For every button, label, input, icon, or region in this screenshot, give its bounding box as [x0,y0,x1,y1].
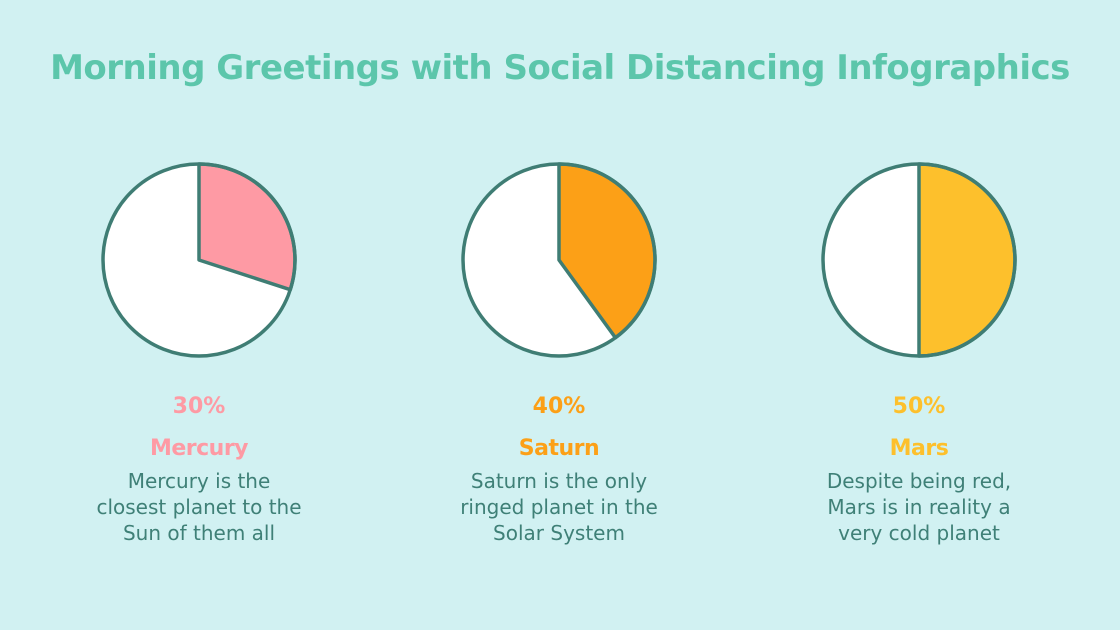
description-line: Mercury is the [127,469,271,493]
infographic-item-mars: 50% Mars Despite being red, Mars is in r… [789,160,1049,546]
planet-name: Mercury [149,436,249,461]
infographic-item-mercury: 30% Mercury Mercury is the closest plane… [69,160,329,546]
percent-label: 50% [892,394,946,419]
description-line: Saturn is the only [470,469,648,493]
percent-label: 40% [532,394,586,419]
description-line: Solar System [493,521,625,545]
percent-label: 30% [172,394,226,419]
description-line: Mars is in reality a [827,495,1011,519]
description-line: very cold planet [838,521,1000,545]
pie-chart-saturn [461,162,657,358]
pie-chart-mercury [101,162,297,358]
pie-chart-mars [821,162,1017,358]
infographic-item-saturn: 40% Saturn Saturn is the only ringed pla… [429,160,689,546]
description-line: Sun of them all [122,521,276,545]
planet-name: Saturn [518,436,600,461]
page-title: Morning Greetings with Social Distancing… [50,48,1070,88]
planet-description: Mercury is the closest planet to the Sun… [69,468,329,546]
pie-slice-mars [917,162,1017,358]
planet-name: Mars [889,436,949,461]
planet-description: Saturn is the only ringed planet in the … [429,468,689,546]
description-line: ringed planet in the [460,495,658,519]
planet-description: Despite being red, Mars is in reality a … [789,468,1049,546]
description-line: closest planet to the [96,495,302,519]
description-line: Despite being red, [826,469,1012,493]
